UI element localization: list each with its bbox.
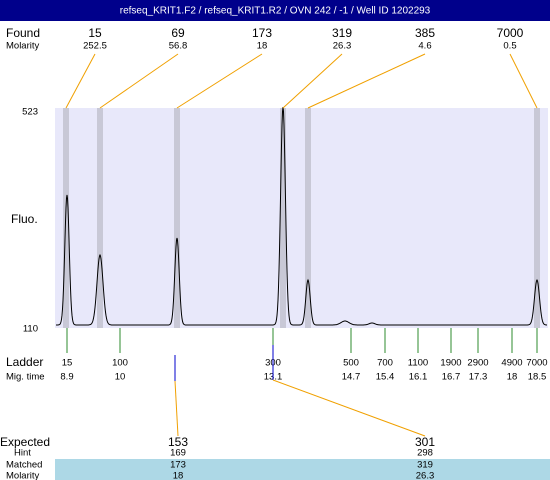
hint-size: 169 [170,448,186,459]
found-molarity: 252.5 [83,41,107,52]
ladder-mig-time: 17.3 [469,372,488,383]
expected-size: 301 [415,435,435,449]
found-label: Found [6,26,40,40]
found-connector [99,53,179,109]
found-connector [65,53,96,109]
title: refseq_KRIT1.F2 / refseq_KRIT1.R2 / OVN … [120,6,431,17]
expected-label: Expected [0,435,50,449]
ladder-mig-time: 15.4 [376,372,395,383]
matched-molarity: 26.3 [416,471,435,480]
found-connector [307,53,426,109]
matched-size: 319 [417,460,433,471]
peak-band [97,108,103,328]
ladder-mig-time: 16.1 [409,372,428,383]
found-molarity: 4.6 [418,41,431,52]
peak-band [174,108,180,328]
matched-label: Matched [6,460,42,471]
ladder-mig-time: 18 [507,372,518,383]
ladder-size: 15 [62,358,73,369]
molarity-label: Molarity [6,41,40,52]
matched-size: 173 [170,460,186,471]
ladder-label: Ladder [6,355,43,369]
found-molarity: 26.3 [333,41,352,52]
ladder-mig-time: 8.9 [60,372,73,383]
ladder-size: 1900 [440,358,461,369]
ladder-size: 4900 [501,358,522,369]
found-size: 173 [252,26,272,40]
title-bar [0,0,550,21]
found-size: 7000 [497,26,524,40]
found-molarity: 18 [257,41,268,52]
ladder-size: 700 [377,358,393,369]
y-axis-label: Fluo. [11,212,38,226]
found-molarity: 0.5 [503,41,516,52]
hint-size: 298 [417,448,433,459]
peak-band [305,108,311,328]
ladder-mig-time: 18.5 [528,372,547,383]
expected-connector [174,380,179,437]
y-top-label: 523 [22,107,38,118]
molarity-label-2: Molarity [6,471,40,480]
found-molarity: 56.8 [169,41,188,52]
expected-connector [272,379,426,437]
found-size: 385 [415,26,435,40]
matched-molarity: 18 [173,471,184,480]
found-size: 15 [88,26,102,40]
matched-band [55,459,550,480]
ladder-mig-time: 10 [115,372,126,383]
ladder-size: 2900 [467,358,488,369]
expected-size: 153 [168,435,188,449]
ladder-mig-time: 14.7 [342,372,361,383]
found-connector [282,53,343,109]
y-bottom-label: 110 [23,324,38,335]
ladder-size: 100 [112,358,128,369]
peak-band [534,108,540,328]
ladder-size: 7000 [526,358,547,369]
found-connector [176,53,263,109]
found-size: 69 [171,26,185,40]
peak-band [280,108,286,328]
plot-area [55,108,548,328]
trace [56,106,547,326]
ladder-mig-time: 16.7 [442,372,461,383]
hint-label: Hint [14,448,31,459]
ladder-size: 1100 [408,358,428,369]
found-connector [509,53,538,109]
mig-time-label: Mig. time [6,372,45,383]
found-size: 319 [332,26,352,40]
ladder-size: 500 [343,358,359,369]
